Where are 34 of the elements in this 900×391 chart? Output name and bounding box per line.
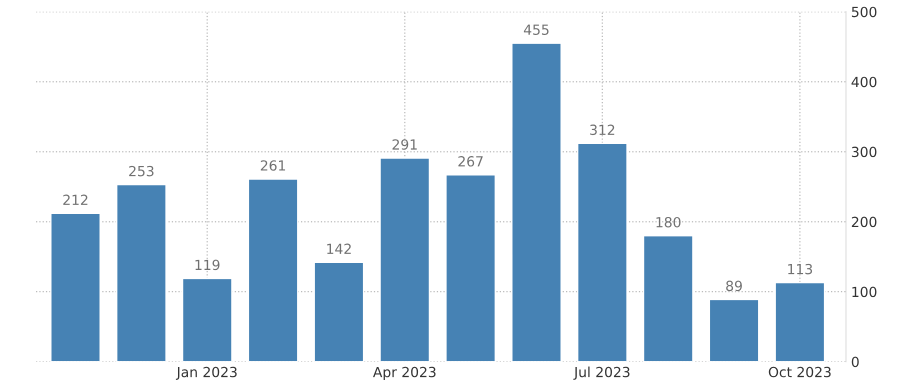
data-label: 119 (195, 260, 220, 270)
bar (182, 278, 233, 362)
bar (50, 212, 101, 362)
data-label: 89 (726, 280, 742, 292)
bar (379, 157, 430, 362)
y-tick-label: 0 (852, 356, 859, 368)
bar (314, 262, 364, 362)
bar (774, 282, 826, 362)
bar (511, 42, 562, 362)
y-tick-label: 400 (852, 76, 876, 88)
bar (116, 184, 167, 362)
bar (445, 174, 496, 362)
data-label: 312 (590, 124, 614, 136)
data-label: 261 (260, 160, 286, 171)
data-label: 212 (63, 194, 88, 205)
bar (708, 298, 760, 362)
y-tick-label: 200 (852, 216, 876, 228)
x-tick-label: Apr 2023 (372, 366, 436, 380)
y-tick-label: 100 (852, 286, 876, 298)
x-tick-label: Jul 2023 (573, 366, 630, 380)
data-label: 253 (129, 166, 154, 176)
data-label: 113 (788, 264, 812, 274)
bar (642, 235, 694, 362)
data-label: 455 (524, 24, 549, 35)
x-tick-label: Jan 2023 (176, 366, 237, 380)
data-label: 142 (327, 244, 351, 254)
data-label: 267 (458, 156, 483, 167)
x-tick-label: Oct 2023 (768, 366, 831, 378)
y-tick-label: 500 (852, 6, 876, 18)
data-label: 180 (656, 216, 681, 228)
bar (576, 142, 628, 362)
y-tick-label: 300 (852, 146, 876, 158)
data-label: 291 (392, 139, 417, 150)
bar (248, 178, 298, 362)
